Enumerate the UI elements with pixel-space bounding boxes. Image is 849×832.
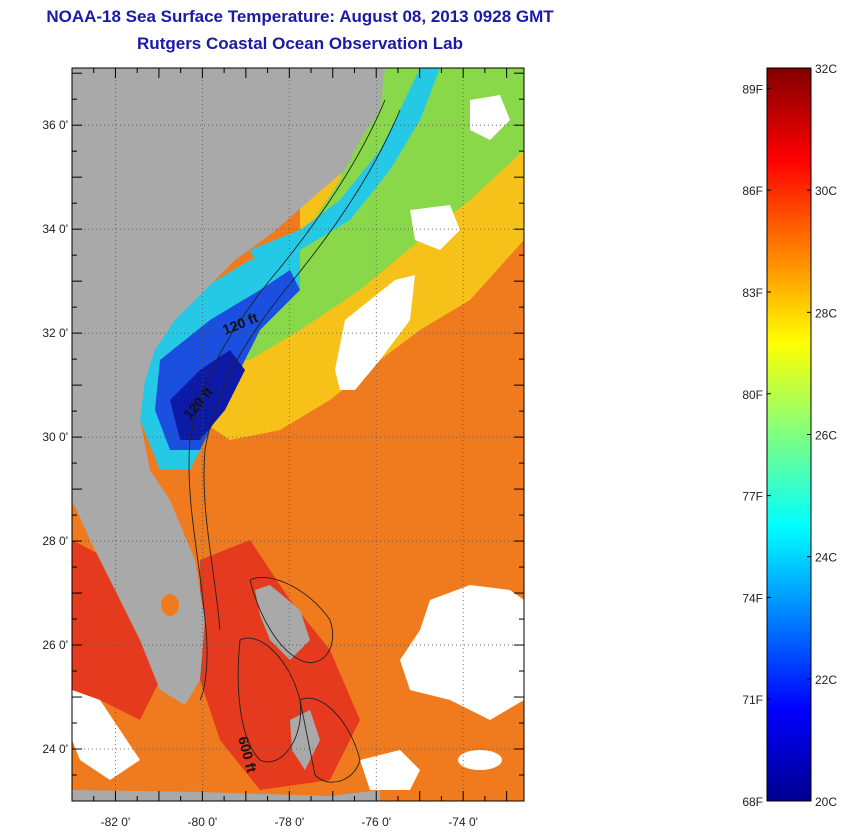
latitude-label: 24 0' [42, 742, 68, 756]
cloud-patch [470, 95, 510, 140]
map-title: NOAA-18 Sea Surface Temperature: August … [46, 7, 554, 26]
cloud-patch [335, 275, 415, 390]
fahrenheit-label: 71F [742, 693, 763, 707]
bahamas-land [255, 585, 310, 660]
latitude-label: 32 0' [42, 326, 68, 340]
longitude-label: -82 0' [101, 815, 131, 829]
fahrenheit-label: 86F [742, 184, 763, 198]
cloud-patch [400, 585, 524, 720]
fahrenheit-label: 68F [742, 795, 763, 809]
depth-contour [237, 637, 302, 763]
depth-contour [299, 697, 361, 783]
cloud-patch [72, 690, 140, 780]
graticule [72, 68, 524, 801]
celsius-label: 26C [815, 429, 837, 443]
longitude-labels: -82 0' -80 0' -78 0' -76 0' -74 0' [101, 815, 478, 829]
celsius-label: 22C [815, 673, 837, 687]
celsius-label: 30C [815, 184, 837, 198]
fahrenheit-label: 83F [742, 286, 763, 300]
latitude-label: 36 0' [42, 118, 68, 132]
lake-okeechobee [161, 594, 179, 616]
celsius-label: 20C [815, 795, 837, 809]
depth-contour [249, 576, 334, 664]
bahamas-land [290, 710, 320, 770]
depth-contour [188, 99, 386, 701]
cloud-patch [458, 750, 502, 770]
fahrenheit-label: 77F [742, 490, 763, 504]
depth-contour [203, 109, 401, 631]
coastal-cool-strip [250, 68, 440, 270]
longitude-label: -80 0' [188, 815, 218, 829]
hot-water-gulf [72, 540, 160, 720]
gulf-coast-land [72, 490, 85, 505]
cloud-patch [410, 205, 460, 250]
latitude-label: 30 0' [42, 430, 68, 444]
fahrenheit-label: 80F [742, 388, 763, 402]
us-mainland [72, 68, 385, 705]
cuba-land [72, 790, 380, 801]
latitude-labels: 36 0' 34 0' 32 0' 30 0' 28 0' 26 0' 24 0' [42, 118, 68, 756]
hot-water-straits [200, 540, 360, 790]
longitude-label: -74 0' [448, 815, 478, 829]
colorbar-fahrenheit-labels: 89F 86F 83F 80F 77F 74F 71F 68F [742, 82, 771, 809]
colorbar: 32C 30C 28C 26C 24C 22C 20C 89F 86F 83F 80F 77F 74F… [742, 62, 837, 809]
latitude-label: 34 0' [42, 222, 68, 236]
map-subtitle: Rutgers Coastal Ocean Observation Lab [137, 34, 463, 53]
longitude-label: -76 0' [361, 815, 391, 829]
latitude-label: 28 0' [42, 534, 68, 548]
axis-ticks [71, 68, 524, 802]
cloud-patch [360, 750, 420, 790]
map-image-layer [72, 68, 524, 801]
map-frame [71, 67, 525, 802]
longitude-label: -78 0' [274, 815, 304, 829]
celsius-label: 32C [815, 62, 837, 76]
celsius-label: 28C [815, 306, 837, 320]
latitude-label: 26 0' [42, 638, 68, 652]
fahrenheit-label: 89F [742, 82, 763, 96]
colorbar-celsius-labels: 32C 30C 28C 26C 24C 22C 20C [807, 62, 837, 809]
celsius-label: 24C [815, 551, 837, 565]
coldest-water [170, 350, 245, 440]
colorbar-scale [767, 68, 811, 801]
fahrenheit-label: 74F [742, 591, 763, 605]
